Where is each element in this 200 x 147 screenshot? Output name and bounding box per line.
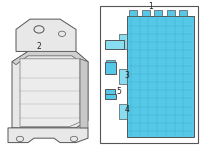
Text: 1: 1 — [149, 2, 153, 11]
Bar — [105, 89, 115, 94]
Polygon shape — [8, 128, 88, 143]
Text: 5: 5 — [117, 87, 121, 96]
Bar — [179, 10, 187, 16]
Bar — [129, 10, 137, 16]
Bar — [106, 60, 115, 62]
Bar — [127, 16, 194, 137]
Bar — [100, 6, 198, 143]
Text: 3: 3 — [125, 71, 129, 80]
Text: 4: 4 — [125, 105, 129, 114]
Polygon shape — [16, 19, 76, 51]
Bar — [105, 40, 124, 49]
Polygon shape — [12, 51, 88, 128]
Polygon shape — [20, 59, 80, 126]
Polygon shape — [80, 59, 88, 128]
Bar — [119, 34, 127, 49]
Bar — [119, 69, 127, 84]
Bar — [105, 62, 116, 74]
Bar — [167, 10, 175, 16]
Bar — [119, 104, 127, 119]
Bar — [105, 94, 116, 99]
Bar — [142, 10, 150, 16]
Text: 2: 2 — [37, 42, 41, 51]
Bar — [154, 10, 162, 16]
Polygon shape — [12, 51, 88, 65]
